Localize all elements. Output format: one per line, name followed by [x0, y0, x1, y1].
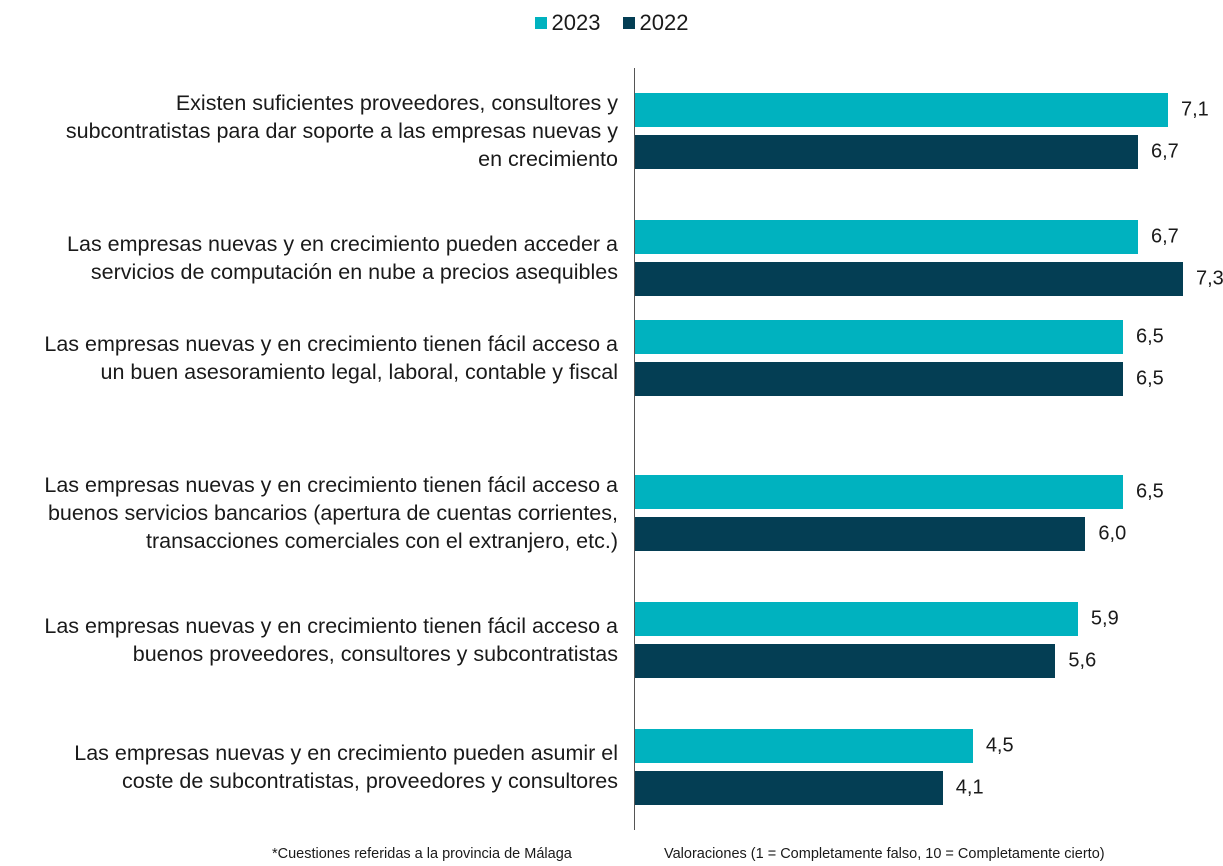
category-label-line: un buen asesoramiento legal, laboral, co…: [100, 360, 618, 384]
bar-2023: [635, 602, 1078, 636]
bar-2023: [635, 320, 1123, 354]
legend-label: 2022: [639, 10, 689, 35]
category-label-line: transacciones comerciales con el extranj…: [145, 529, 618, 553]
bar-2022: [635, 517, 1086, 551]
bar-2023: [635, 729, 973, 763]
category-label: Las empresas nuevas y en crecimiento tie…: [0, 330, 618, 386]
category-label-line: servicios de computación en nube a preci…: [90, 260, 618, 284]
bar-value-label: 5,9: [1090, 607, 1119, 630]
category-label-line: Las empresas nuevas y en crecimiento tie…: [44, 332, 618, 356]
bar-value-label: 6,7: [1150, 225, 1179, 248]
bar-value-label: 4,5: [985, 734, 1014, 757]
category-axis-line: [634, 68, 635, 830]
bar-value-label: 7,1: [1181, 98, 1209, 121]
bar-2022: [635, 262, 1183, 296]
category-label-line: subcontratistas para dar soporte a las e…: [65, 119, 618, 143]
category-label-line: en crecimiento: [478, 147, 618, 171]
bar-2022: [635, 362, 1123, 396]
category-label-line: Las empresas nuevas y en crecimiento tie…: [44, 473, 618, 497]
category-label: Las empresas nuevas y en crecimiento pue…: [0, 230, 618, 286]
category-label: Las empresas nuevas y en crecimiento pue…: [0, 739, 618, 795]
bar-value-label: 7,3: [1196, 267, 1223, 290]
bar-2022: [635, 771, 943, 805]
category-label-line: Las empresas nuevas y en crecimiento tie…: [44, 614, 618, 638]
legend-label: 2023: [551, 10, 601, 35]
bar-value-label: 4,1: [955, 776, 984, 799]
footnote-province: *Cuestiones referidas a la provincia de …: [272, 846, 572, 862]
category-label-line: coste de subcontratistas, proveedores y …: [122, 769, 618, 793]
category-label-line: Las empresas nuevas y en crecimiento pue…: [67, 232, 618, 256]
legend-swatch: [534, 17, 547, 29]
bar-2023: [635, 93, 1168, 127]
bar-2022: [635, 135, 1138, 169]
bar-value-label: 6,7: [1150, 140, 1179, 163]
category-label: Las empresas nuevas y en crecimiento tie…: [0, 471, 618, 555]
chart-legend: 2023 2022: [0, 10, 1223, 36]
category-label-line: buenos proveedores, consultores y subcon…: [132, 642, 618, 666]
footnote-scale: Valoraciones (1 = Completamente falso, 1…: [664, 846, 1105, 862]
bar-2023: [635, 220, 1138, 254]
category-label-line: Existen suficientes proveedores, consult…: [175, 91, 618, 115]
bar-value-label: 6,5: [1135, 480, 1164, 503]
category-label-line: Las empresas nuevas y en crecimiento pue…: [74, 741, 618, 765]
category-label: Las empresas nuevas y en crecimiento tie…: [0, 612, 618, 668]
category-label: Existen suficientes proveedores, consult…: [0, 89, 618, 173]
legend-item-2023: 2023: [534, 10, 601, 36]
bar-value-label: 6,5: [1135, 325, 1164, 348]
category-label-line: buenos servicios bancarios (apertura de …: [47, 501, 618, 525]
legend-swatch: [622, 17, 635, 29]
bar-value-label: 5,6: [1068, 649, 1097, 672]
bar-2022: [635, 644, 1056, 678]
bar-2023: [635, 475, 1123, 509]
bar-value-label: 6,0: [1098, 522, 1127, 545]
legend-item-2022: 2022: [622, 10, 689, 36]
bar-value-label: 6,5: [1135, 367, 1164, 390]
